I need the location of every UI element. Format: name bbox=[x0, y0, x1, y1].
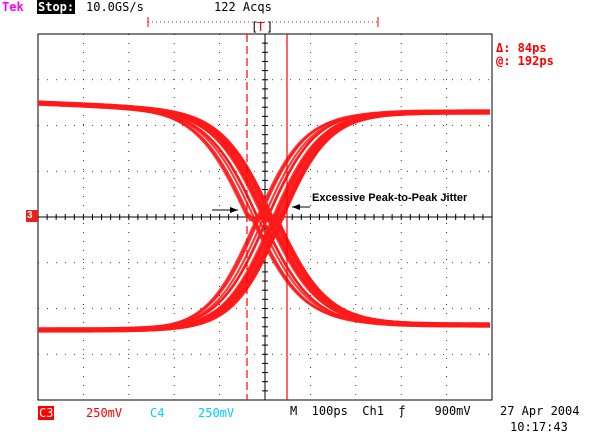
trigger-marker: T bbox=[257, 20, 264, 34]
channel-4-scale: 250mV bbox=[198, 406, 234, 420]
record-view-bar: [ T ] bbox=[148, 17, 378, 34]
channel-3-ground-marker[interactable]: 3 bbox=[26, 210, 38, 222]
jitter-annotation: Excessive Peak-to-Peak Jitter bbox=[312, 192, 467, 204]
channel-3-scale: 250mV bbox=[86, 406, 122, 420]
cursor-position-readout: @: 192ps bbox=[496, 55, 554, 68]
ch3-badge[interactable]: C3 bbox=[38, 406, 54, 420]
cursor-measurements: Δ: 84ps @: 192ps bbox=[496, 42, 554, 68]
timebase-trigger-readout: M 100ps Ch1 ƒ 900mV bbox=[290, 404, 471, 418]
channel-3-label[interactable]: C3 bbox=[38, 406, 54, 420]
time-readout: 10:17:43 bbox=[510, 420, 568, 434]
channel-4-label[interactable]: C4 bbox=[150, 406, 164, 420]
falling-edge-trace bbox=[38, 103, 490, 325]
svg-text:]: ] bbox=[266, 20, 273, 34]
date-readout: 27 Apr 2004 bbox=[500, 404, 579, 418]
